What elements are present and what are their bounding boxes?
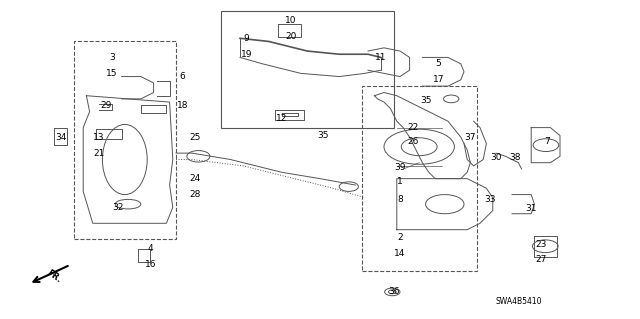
Text: 3: 3	[109, 53, 115, 62]
Text: 26: 26	[407, 137, 419, 146]
Text: 27: 27	[535, 256, 547, 264]
Text: 2: 2	[397, 233, 403, 242]
Text: 17: 17	[433, 75, 444, 84]
Text: 15: 15	[106, 69, 118, 78]
Text: 7: 7	[545, 137, 550, 146]
Text: 4: 4	[148, 244, 153, 253]
Text: 25: 25	[189, 133, 201, 142]
Text: 39: 39	[394, 163, 406, 172]
Text: 29: 29	[100, 101, 111, 110]
Text: 5: 5	[436, 59, 441, 68]
Text: 6: 6	[180, 72, 185, 81]
Text: 12: 12	[276, 114, 287, 122]
Text: 22: 22	[407, 123, 419, 132]
Text: 14: 14	[394, 249, 406, 258]
Text: 16: 16	[145, 260, 156, 269]
Text: SWA4B5410: SWA4B5410	[495, 297, 541, 306]
Text: 21: 21	[93, 149, 105, 158]
Text: FR.: FR.	[45, 268, 63, 284]
Text: 35: 35	[420, 96, 431, 105]
Text: 19: 19	[241, 50, 252, 59]
Text: 37: 37	[465, 133, 476, 142]
Text: 18: 18	[177, 101, 188, 110]
Text: 24: 24	[189, 174, 201, 183]
Text: 32: 32	[113, 203, 124, 212]
Text: 35: 35	[317, 131, 329, 140]
Bar	[74, 41, 176, 239]
Text: 36: 36	[388, 287, 399, 296]
Text: 28: 28	[189, 190, 201, 199]
Text: 38: 38	[509, 153, 521, 162]
Text: 34: 34	[55, 133, 67, 142]
Text: 11: 11	[375, 53, 387, 62]
Bar	[362, 86, 477, 271]
Text: 20: 20	[285, 32, 297, 41]
Bar	[221, 11, 394, 128]
Text: 9: 9	[244, 34, 249, 43]
Text: 23: 23	[535, 240, 547, 249]
Text: 1: 1	[397, 177, 403, 186]
Text: 31: 31	[525, 204, 537, 213]
Text: 30: 30	[490, 153, 502, 162]
Text: 8: 8	[397, 195, 403, 204]
Text: 13: 13	[93, 133, 105, 142]
Text: 33: 33	[484, 195, 495, 204]
Text: 10: 10	[285, 16, 297, 25]
